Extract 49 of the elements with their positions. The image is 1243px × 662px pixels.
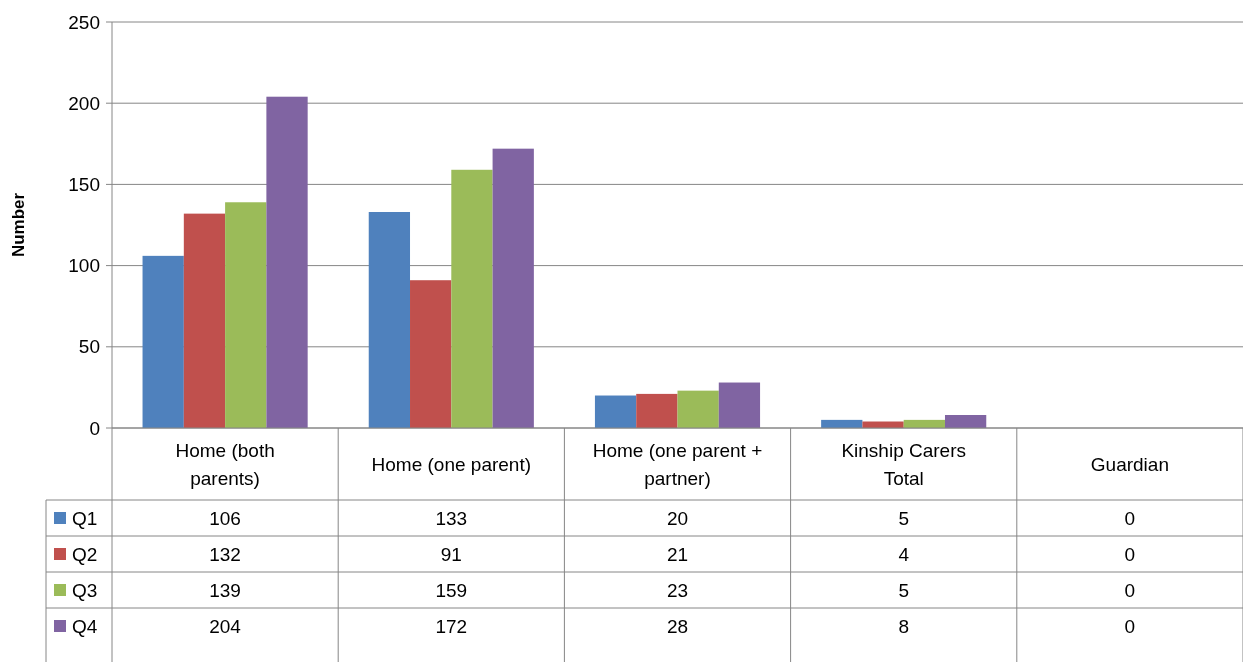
legend-label: Q2	[72, 543, 98, 565]
data-label: 8	[898, 615, 909, 637]
data-label: 159	[435, 579, 468, 601]
x-tick-label: Home (both parents)	[175, 439, 275, 489]
y-tick-label: 200	[68, 92, 100, 114]
bar	[677, 390, 719, 428]
bar	[492, 148, 534, 428]
data-label: 172	[435, 615, 468, 637]
data-label: 133	[435, 507, 468, 529]
data-label: 20	[666, 507, 689, 529]
data-label: 0	[1124, 615, 1136, 637]
data-label: 5	[898, 579, 909, 601]
x-tick-label: Guardian	[1090, 453, 1169, 475]
x-tick-label: Kinship Carers Total	[841, 439, 966, 489]
bar	[225, 202, 267, 428]
legend-label: Q3	[72, 579, 98, 601]
bar	[410, 280, 452, 428]
data-label: 204	[209, 615, 242, 637]
data-label: 0	[1124, 579, 1136, 601]
bar	[451, 169, 493, 428]
data-label: 21	[666, 543, 689, 565]
bar	[594, 395, 637, 428]
y-tick-label: 100	[68, 255, 100, 277]
data-label: 28	[666, 615, 689, 637]
x-tick-label: Home (one parent + partner)	[592, 439, 763, 489]
data-label: 106	[209, 507, 241, 529]
data-label: 139	[209, 579, 241, 601]
data-label: 23	[666, 579, 689, 601]
y-tick-label: 0	[89, 417, 100, 439]
data-label: 5	[898, 507, 909, 529]
bar	[718, 382, 761, 428]
data-label: 4	[898, 543, 910, 565]
y-tick-label: 150	[68, 174, 100, 196]
data-label: 132	[209, 543, 241, 565]
data-label: 91	[440, 543, 462, 565]
bar	[266, 96, 308, 428]
y-axis-title: Number	[9, 192, 28, 258]
x-tick-label: Home (one parent)	[371, 453, 532, 475]
bar	[944, 415, 987, 428]
data-label: 0	[1124, 543, 1136, 565]
legend-label: Q1	[72, 507, 98, 529]
data-label: 0	[1124, 507, 1136, 529]
bar	[636, 393, 678, 428]
y-tick-label: 250	[68, 11, 100, 33]
legend-label: Q4	[72, 615, 98, 637]
bar	[368, 212, 411, 428]
y-tick-label: 50	[78, 336, 100, 358]
bar	[183, 213, 226, 428]
bar	[142, 255, 184, 428]
